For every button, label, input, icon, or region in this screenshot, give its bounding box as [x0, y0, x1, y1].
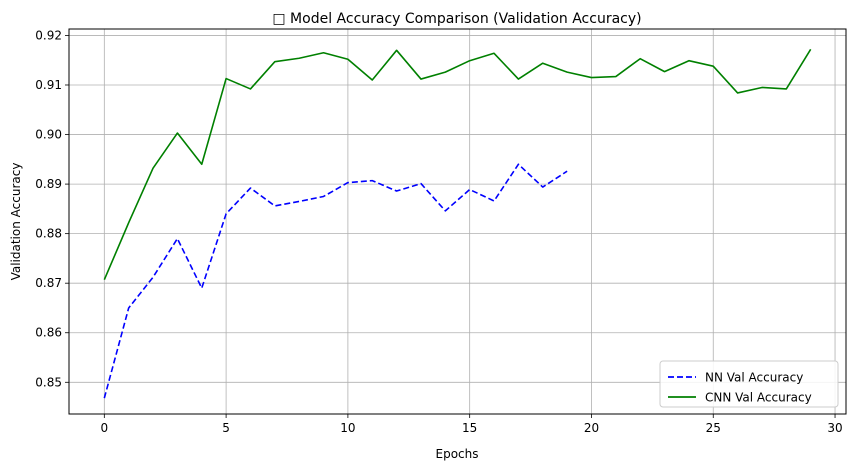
x-tick-label: 10: [340, 421, 355, 435]
legend: NN Val Accuracy CNN Val Accuracy: [659, 360, 839, 408]
x-tick-label: 20: [584, 421, 599, 435]
series-lines: [103, 48, 812, 399]
x-tick-label: 0: [100, 421, 108, 435]
y-tick-label: 0.92: [35, 28, 62, 42]
y-tick-label: 0.91: [35, 78, 62, 92]
legend-label-cnn: CNN Val Accuracy: [705, 391, 812, 405]
grid-lines: [69, 29, 846, 414]
axis-ticks: 0 5 10 15 20 25 30 0.85 0.86 0.87 0.88 0.89 0.90 0.91…: [35, 28, 842, 435]
series-line-cnn: [103, 48, 812, 281]
x-tick-label: 15: [462, 421, 477, 435]
x-tick-label: 30: [827, 421, 842, 435]
y-tick-label: 0.88: [35, 227, 62, 241]
legend-label-nn: NN Val Accuracy: [705, 371, 803, 385]
y-tick-label: 0.90: [35, 128, 62, 142]
y-tick-label: 0.89: [35, 177, 62, 191]
chart-title: □ Model Accuracy Comparison (Validation …: [272, 11, 641, 27]
y-tick-label: 0.87: [35, 276, 62, 290]
plot-frame: [68, 28, 847, 415]
y-axis-label: Validation Accuracy: [9, 163, 23, 281]
x-axis-label: Epochs: [436, 447, 479, 461]
legend-box: [659, 360, 839, 408]
series-line-nn: [103, 163, 568, 399]
x-tick-label: 5: [222, 421, 230, 435]
x-tick-label: 25: [706, 421, 721, 435]
y-tick-label: 0.85: [35, 375, 62, 389]
y-tick-label: 0.86: [35, 326, 62, 340]
